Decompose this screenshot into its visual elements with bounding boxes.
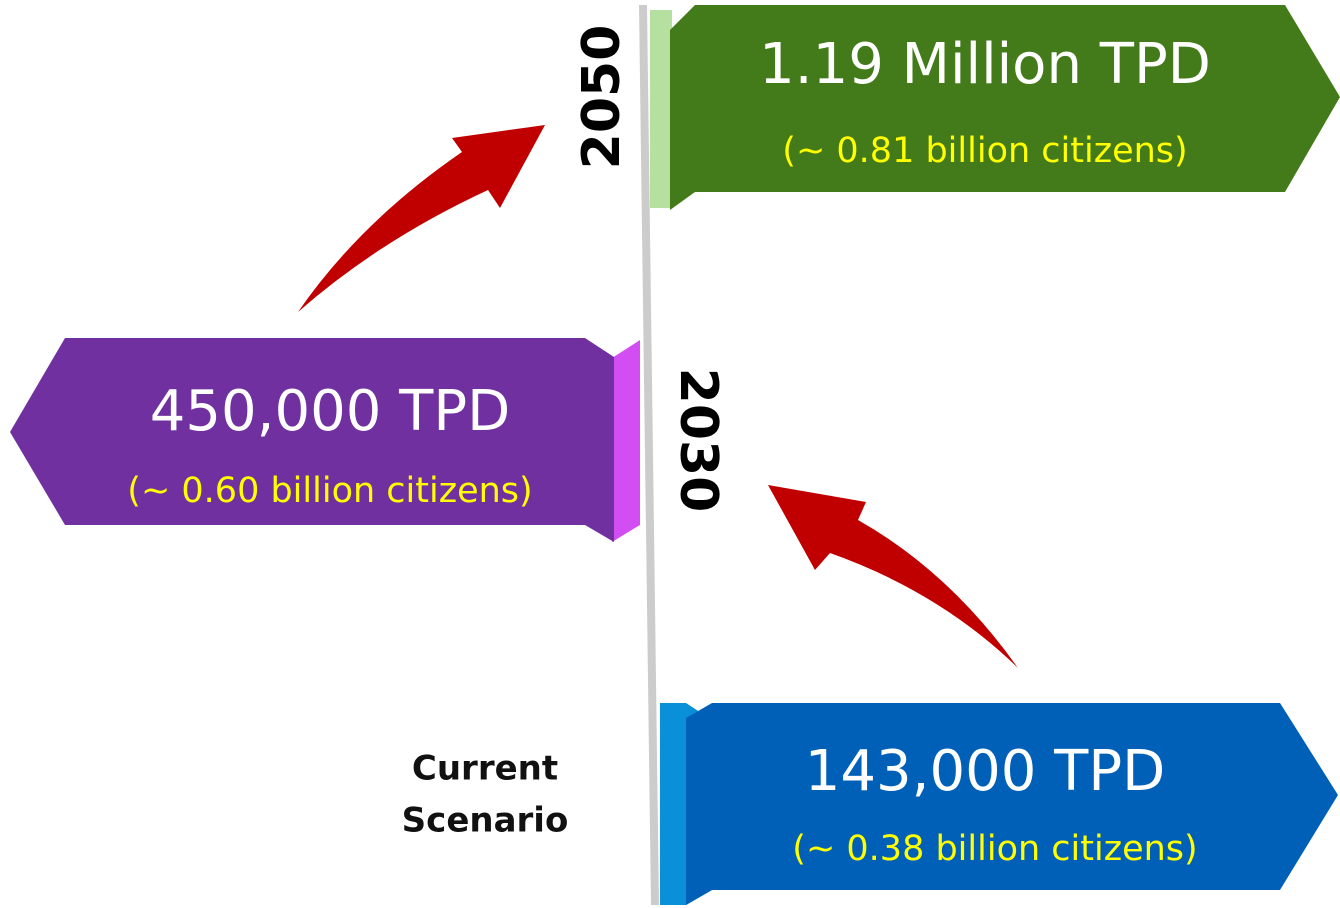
arrow (298, 125, 545, 312)
note-current: (~ 0.38 billion citizens) (792, 829, 1197, 869)
value-2030: 450,000 TPD (150, 379, 510, 444)
sign-2050 (670, 5, 1340, 210)
note-2050: (~ 0.81 billion citizens) (782, 131, 1187, 171)
year-2030: 2030 (668, 368, 728, 513)
current-label: Current (412, 749, 558, 789)
sign-2030 (10, 338, 614, 542)
value-current: 143,000 TPD (805, 739, 1165, 804)
value-2050: 1.19 Million TPD (759, 32, 1211, 97)
year-2050: 2050 (572, 25, 632, 170)
arrow (768, 485, 1018, 668)
sign-current (686, 703, 1338, 905)
timeline-axis (639, 4, 659, 906)
sign-strip (650, 10, 672, 208)
note-2030: (~ 0.60 billion citizens) (127, 471, 532, 511)
current-label: Scenario (402, 801, 569, 841)
sign-strip (612, 340, 640, 542)
